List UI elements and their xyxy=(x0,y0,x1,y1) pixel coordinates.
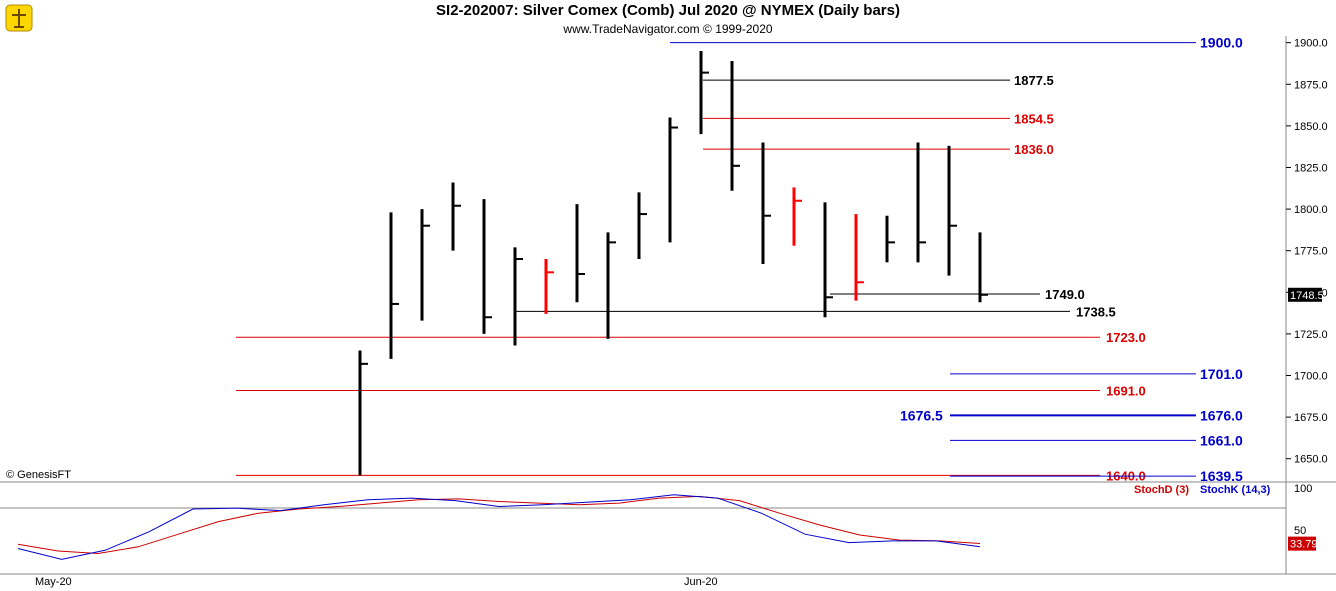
level-label: 1738.5 xyxy=(1076,304,1116,319)
level-label: 1723.0 xyxy=(1106,330,1146,345)
stoch-legend-label: StochD (3) xyxy=(1134,484,1189,496)
y-tick-label: 1850.0 xyxy=(1294,121,1328,133)
stoch-series-line xyxy=(17,495,981,555)
level-label: 1701.0 xyxy=(1200,366,1243,382)
level-label: 1749.0 xyxy=(1045,287,1085,302)
stoch-series-line xyxy=(17,494,981,560)
x-tick-label: Jun-20 xyxy=(684,576,718,588)
price-levels: 1900.0 1877.5 1854.5 1836.0 1749.0 1738.5 1723… xyxy=(236,35,1243,484)
chart-title: SI2-202007: Silver Comex (Comb) Jul 2020… xyxy=(436,2,900,19)
y-tick-label: 1875.0 xyxy=(1294,79,1328,91)
last-price-label: 1748.5 xyxy=(1290,290,1324,302)
level-label: 1691.0 xyxy=(1106,383,1146,398)
y-tick-label: 1900.0 xyxy=(1294,38,1328,50)
level-label: 1836.0 xyxy=(1014,142,1054,157)
stoch-legend-label: StochK (14,3) xyxy=(1200,484,1271,496)
level-label: 1661.0 xyxy=(1200,432,1243,448)
stochastic-panel: 100 50 33.79 StochD (3) StochK (14,3) May-20 J… xyxy=(0,483,1318,588)
price-bars xyxy=(358,50,988,476)
level-label: 1854.5 xyxy=(1014,111,1054,126)
level-left-label: 1676.5 xyxy=(900,407,943,423)
watermark: © GenesisFT xyxy=(6,469,71,481)
y-tick-label: 1725.0 xyxy=(1294,329,1328,341)
level-label: 1639.5 xyxy=(1200,468,1243,484)
price-axis: 1900.01875.01850.01825.01800.01775.01750… xyxy=(1286,38,1328,466)
last-price-box xyxy=(1288,287,1322,302)
y-tick-label: 1825.0 xyxy=(1294,162,1328,174)
y-tick-label: 1700.0 xyxy=(1294,370,1328,382)
y-tick-label: 1650.0 xyxy=(1294,454,1328,466)
stoch-tick-label: 50 xyxy=(1294,525,1306,537)
level-label: 1900.0 xyxy=(1200,35,1243,51)
level-label: 1877.5 xyxy=(1014,73,1054,88)
chart-subtitle: www.TradeNavigator.com © 1999-2020 xyxy=(563,22,773,36)
y-tick-label: 1675.0 xyxy=(1294,412,1328,424)
y-tick-label: 1800.0 xyxy=(1294,204,1328,216)
x-tick-label: May-20 xyxy=(35,576,72,588)
level-label: 1676.0 xyxy=(1200,407,1243,423)
stoch-last-box xyxy=(1288,536,1316,551)
stoch-tick-label: 100 xyxy=(1294,483,1312,495)
logo-icon xyxy=(4,3,34,38)
stoch-last-label: 33.79 xyxy=(1290,539,1318,551)
y-tick-label: 1775.0 xyxy=(1294,246,1328,258)
